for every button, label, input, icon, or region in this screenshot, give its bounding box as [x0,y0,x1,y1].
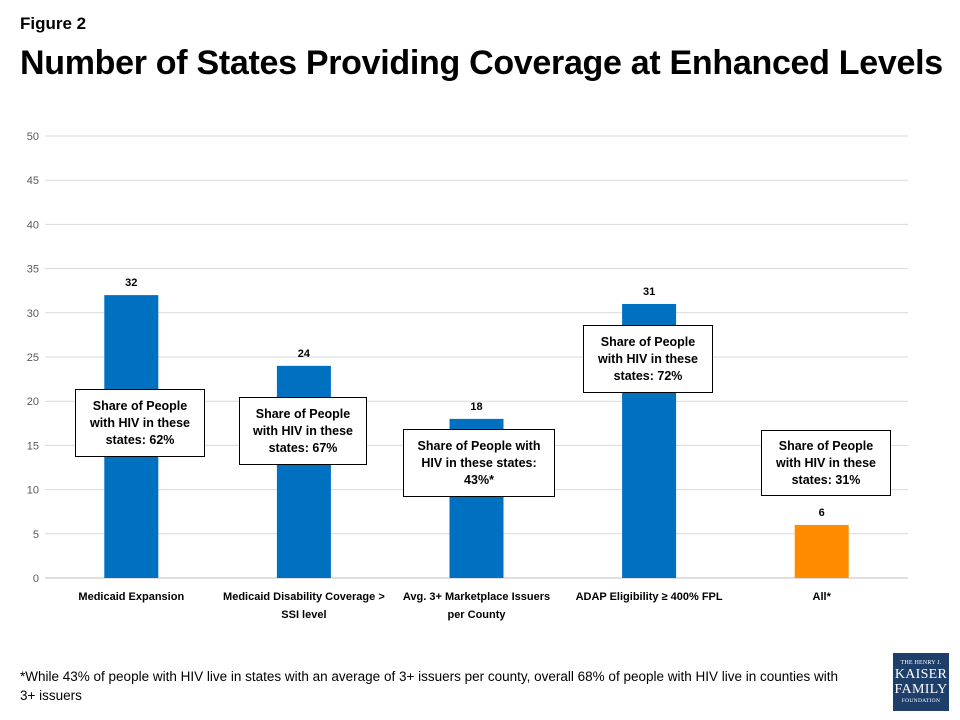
kaiser-family-foundation-logo: THE HENRY J. KAISER FAMILY FOUNDATION [893,653,949,711]
y-tick-label: 30 [27,308,39,320]
annotation-callout: Share of People with HIV in these states: … [239,397,367,465]
annotation-line: states: 72% [613,368,683,383]
annotation-line: 43%* [464,472,494,487]
annotation-line: with HIV in these [252,423,353,438]
annotation-line: states: 62% [105,432,175,447]
annotation-callout: Share of People with HIV in these states:… [403,429,555,497]
logo-line-4: FOUNDATION [901,698,941,704]
data-label: 18 [470,401,482,413]
annotation-callout: Share of People with HIV in these states: … [75,389,205,457]
y-tick-label: 35 [27,264,39,276]
data-label: 31 [643,286,655,298]
y-tick-label: 10 [27,485,39,497]
category-label: Medicaid Disability Coverage > [223,591,385,603]
logo-line-2: KAISER [894,667,948,682]
y-tick-label: 25 [27,352,39,364]
annotation-text: Share of People with HIV in these states:… [418,438,541,489]
chart-title: Number of States Providing Coverage at E… [20,44,943,82]
annotation-line: with HIV in these [597,351,698,366]
y-tick-label: 20 [27,396,39,408]
annotation-text: Share of People with HIV in these states: … [90,398,190,449]
category-label: Medicaid Expansion [78,591,184,603]
y-tick-label: 45 [27,175,39,187]
y-tick-label: 15 [27,440,39,452]
annotation-line: with HIV in these [775,455,876,470]
annotation-callout: Share of People with HIV in these states: … [583,325,713,393]
bar [794,524,849,578]
logo-line-1: THE HENRY J. [900,660,942,666]
annotation-line: states: 67% [268,440,338,455]
annotation-line: with HIV in these [89,415,190,430]
category-label: All* [813,591,832,603]
category-label: ADAP Eligibility ≥ 400% FPL [576,591,723,603]
category-label: SSI level [281,609,326,621]
y-tick-label: 5 [33,529,39,541]
data-label: 32 [125,277,137,289]
footnote: *While 43% of people with HIV live in st… [20,669,839,703]
annotation-line: Share of People with [417,438,541,453]
annotation-text: Share of People with HIV in these states: … [776,438,876,489]
annotation-line: Share of People [92,398,188,413]
data-label: 24 [298,348,311,360]
annotation-line: Share of People [255,406,351,421]
bar-chart: 0 5 10 15 20 25 30 35 40 45 50 32 Medicaid Expansion… [27,131,908,621]
y-tick-label: 40 [27,219,39,231]
figure-label: Figure 2 [20,14,87,33]
y-tick-label: 0 [33,573,39,585]
logo-line-3: FAMILY [894,682,948,697]
annotation-line: states: 31% [791,472,861,487]
y-tick-label: 50 [27,131,39,143]
category-label: Avg. 3+ Marketplace Issuers [403,591,550,603]
annotation-text: Share of People with HIV in these states: … [253,406,353,457]
annotation-callout: Share of People with HIV in these states: … [761,430,891,496]
data-label: 6 [819,507,825,519]
annotation-line: Share of People [778,438,874,453]
annotation-text: Share of People with HIV in these states: … [598,334,698,385]
category-label: per County [447,609,506,621]
annotation-line: HIV in these states: [421,455,537,470]
annotation-line: Share of People [600,334,696,349]
